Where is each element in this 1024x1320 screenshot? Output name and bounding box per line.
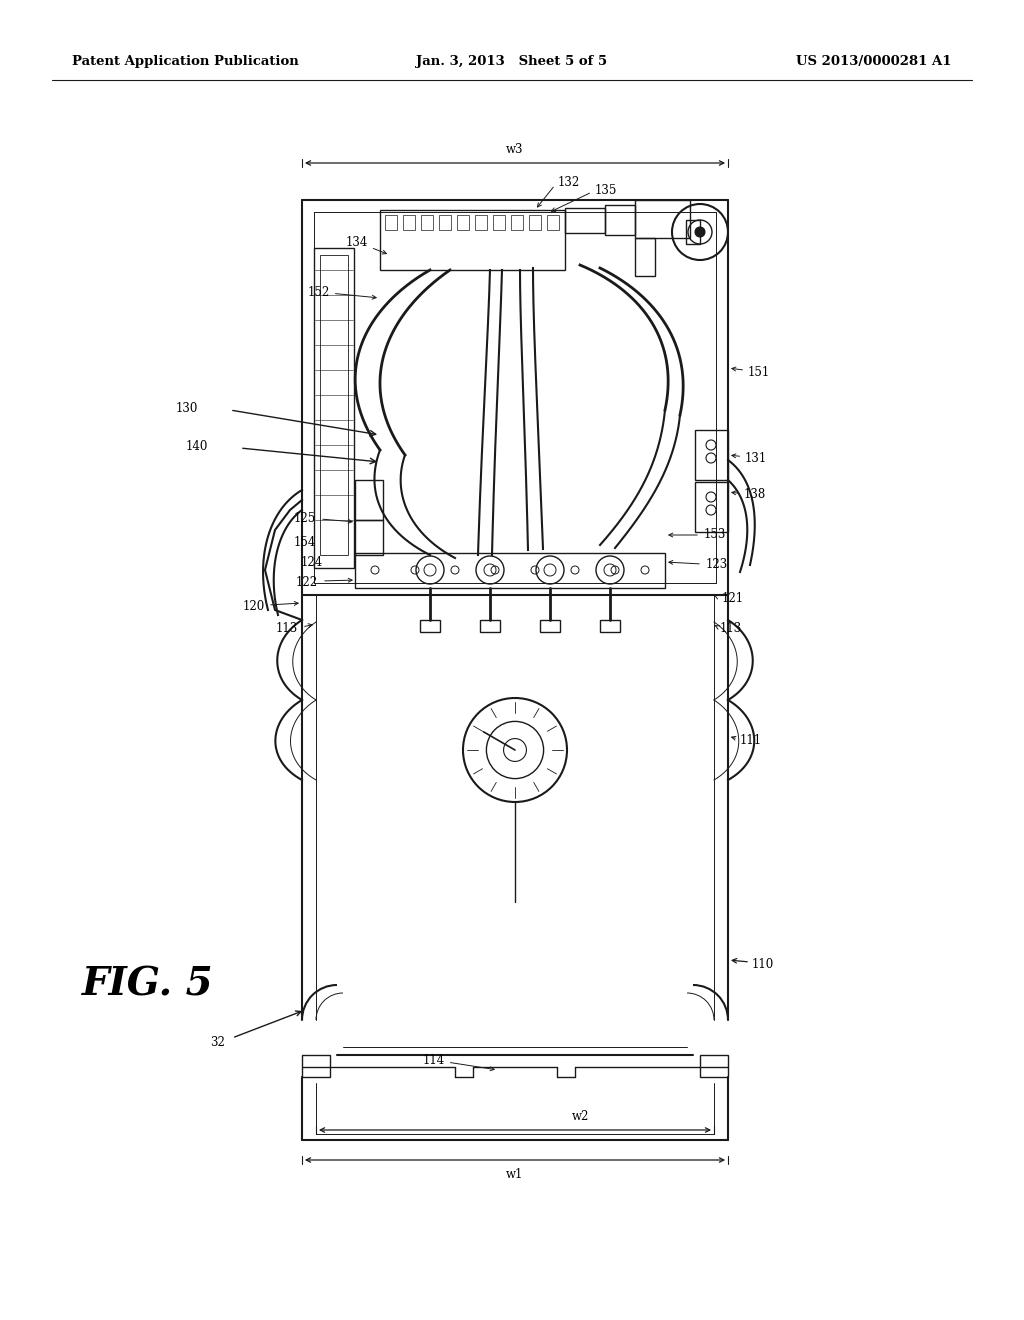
- Bar: [686, 220, 700, 244]
- Text: 113: 113: [720, 622, 742, 635]
- Text: 132: 132: [558, 176, 581, 189]
- Text: 140: 140: [185, 440, 208, 453]
- Text: w3: w3: [506, 143, 523, 156]
- Text: 151: 151: [732, 366, 770, 379]
- Bar: [403, 215, 415, 230]
- Bar: [493, 215, 505, 230]
- Text: 111: 111: [740, 734, 762, 747]
- Bar: [600, 620, 620, 632]
- Text: 153: 153: [705, 528, 726, 541]
- Bar: [355, 480, 383, 520]
- Bar: [385, 215, 397, 230]
- Bar: [319, 255, 348, 554]
- Circle shape: [695, 227, 705, 238]
- Text: 130: 130: [176, 401, 198, 414]
- Bar: [480, 620, 500, 632]
- Text: 123: 123: [706, 558, 728, 572]
- Bar: [700, 1055, 728, 1077]
- Text: 124: 124: [301, 556, 323, 569]
- Bar: [420, 620, 440, 632]
- Text: US 2013/0000281 A1: US 2013/0000281 A1: [797, 55, 952, 69]
- Text: w1: w1: [506, 1168, 523, 1181]
- Bar: [605, 205, 635, 235]
- Bar: [314, 248, 354, 568]
- Circle shape: [504, 739, 526, 762]
- Text: Jan. 3, 2013   Sheet 5 of 5: Jan. 3, 2013 Sheet 5 of 5: [417, 55, 607, 69]
- Bar: [439, 215, 451, 230]
- Bar: [475, 215, 487, 230]
- Text: 120: 120: [243, 599, 265, 612]
- Bar: [540, 620, 560, 632]
- Bar: [565, 209, 605, 234]
- Bar: [547, 215, 559, 230]
- Text: 135: 135: [595, 183, 617, 197]
- Text: 122: 122: [296, 576, 318, 589]
- Bar: [457, 215, 469, 230]
- Text: 131: 131: [732, 451, 767, 465]
- Text: 114: 114: [423, 1053, 495, 1071]
- Text: 110: 110: [752, 958, 774, 972]
- Bar: [529, 215, 541, 230]
- Text: 138: 138: [732, 488, 766, 502]
- Text: 154: 154: [294, 536, 316, 549]
- Bar: [635, 238, 655, 276]
- Bar: [421, 215, 433, 230]
- Bar: [302, 1055, 330, 1077]
- Text: 32: 32: [211, 1035, 225, 1048]
- Text: 121: 121: [722, 591, 744, 605]
- Text: 152: 152: [308, 285, 376, 300]
- Text: 113: 113: [275, 622, 298, 635]
- Bar: [635, 201, 690, 238]
- Bar: [380, 210, 565, 271]
- Bar: [355, 520, 383, 554]
- Bar: [355, 553, 665, 587]
- Text: 125: 125: [294, 511, 316, 524]
- Bar: [695, 482, 728, 532]
- Bar: [511, 215, 523, 230]
- Text: w2: w2: [571, 1110, 589, 1123]
- Text: Patent Application Publication: Patent Application Publication: [72, 55, 299, 69]
- Text: 134: 134: [346, 235, 386, 253]
- Text: FIG. 5: FIG. 5: [82, 966, 214, 1005]
- Bar: [695, 430, 728, 480]
